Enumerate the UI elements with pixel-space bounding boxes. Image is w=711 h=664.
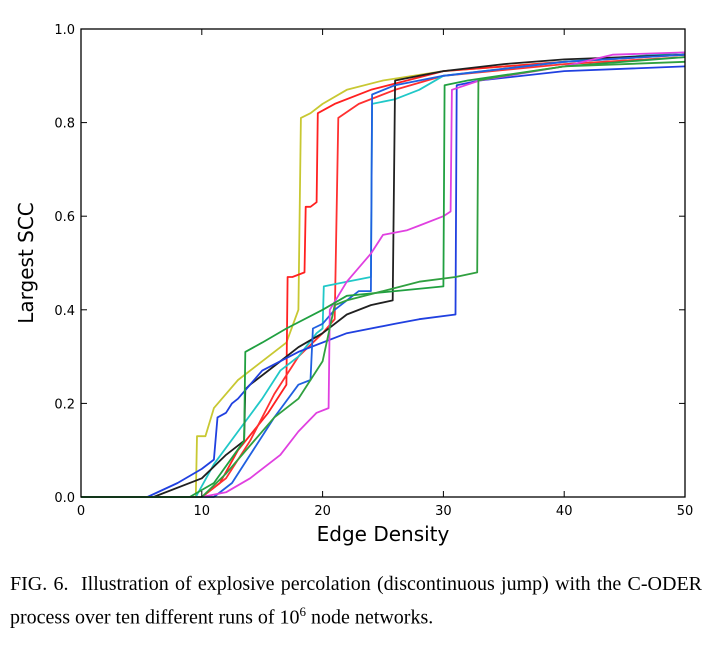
series-line-2 bbox=[81, 53, 686, 498]
caption-text-end: node networks. bbox=[306, 606, 434, 629]
caption-fig-label: FIG. 6. bbox=[10, 573, 69, 595]
y-tick-label: 0.0 bbox=[54, 491, 75, 506]
x-tick-label: 20 bbox=[314, 504, 331, 519]
series-line-4 bbox=[81, 51, 686, 498]
series-line-5 bbox=[81, 53, 686, 498]
series-line-9 bbox=[81, 56, 686, 498]
caption-superscript: 6 bbox=[299, 604, 307, 619]
x-tick-label: 30 bbox=[435, 504, 452, 519]
y-tick-label: 0.8 bbox=[54, 117, 75, 132]
y-tick-label: 0.6 bbox=[54, 210, 75, 225]
y-tick-label: 0.4 bbox=[54, 304, 75, 319]
series-line-8 bbox=[81, 51, 686, 498]
series-line-1 bbox=[81, 53, 686, 498]
caption-text: Illustration of explosive percolation (d… bbox=[10, 573, 702, 629]
y-tick-label: 1.0 bbox=[54, 23, 75, 38]
x-tick-label: 40 bbox=[556, 504, 573, 519]
line-chart: 0 10 20 30 40 50 0.0 0.2 0.4 0.6 0.8 1.0 Edge Densi… bbox=[14, 23, 693, 546]
series-lines bbox=[81, 51, 686, 498]
x-axis-label: Edge Density bbox=[317, 522, 450, 546]
plot-frame bbox=[80, 28, 686, 498]
x-tick-label: 10 bbox=[194, 504, 211, 519]
series-line-10 bbox=[81, 60, 686, 498]
series-line-7 bbox=[81, 53, 686, 498]
x-tick-label: 0 bbox=[77, 504, 85, 519]
y-tick-label: 0.2 bbox=[54, 397, 75, 412]
x-tick-label: 50 bbox=[677, 504, 694, 519]
series-line-3 bbox=[81, 56, 686, 498]
axis-ticks: 0 10 20 30 40 50 0.0 0.2 0.4 0.6 0.8 1.0 bbox=[54, 23, 693, 519]
y-axis-label: Largest SCC bbox=[14, 202, 38, 324]
series-line-6 bbox=[81, 65, 686, 498]
figure-caption: FIG. 6. Illustration of explosive percol… bbox=[10, 570, 702, 632]
